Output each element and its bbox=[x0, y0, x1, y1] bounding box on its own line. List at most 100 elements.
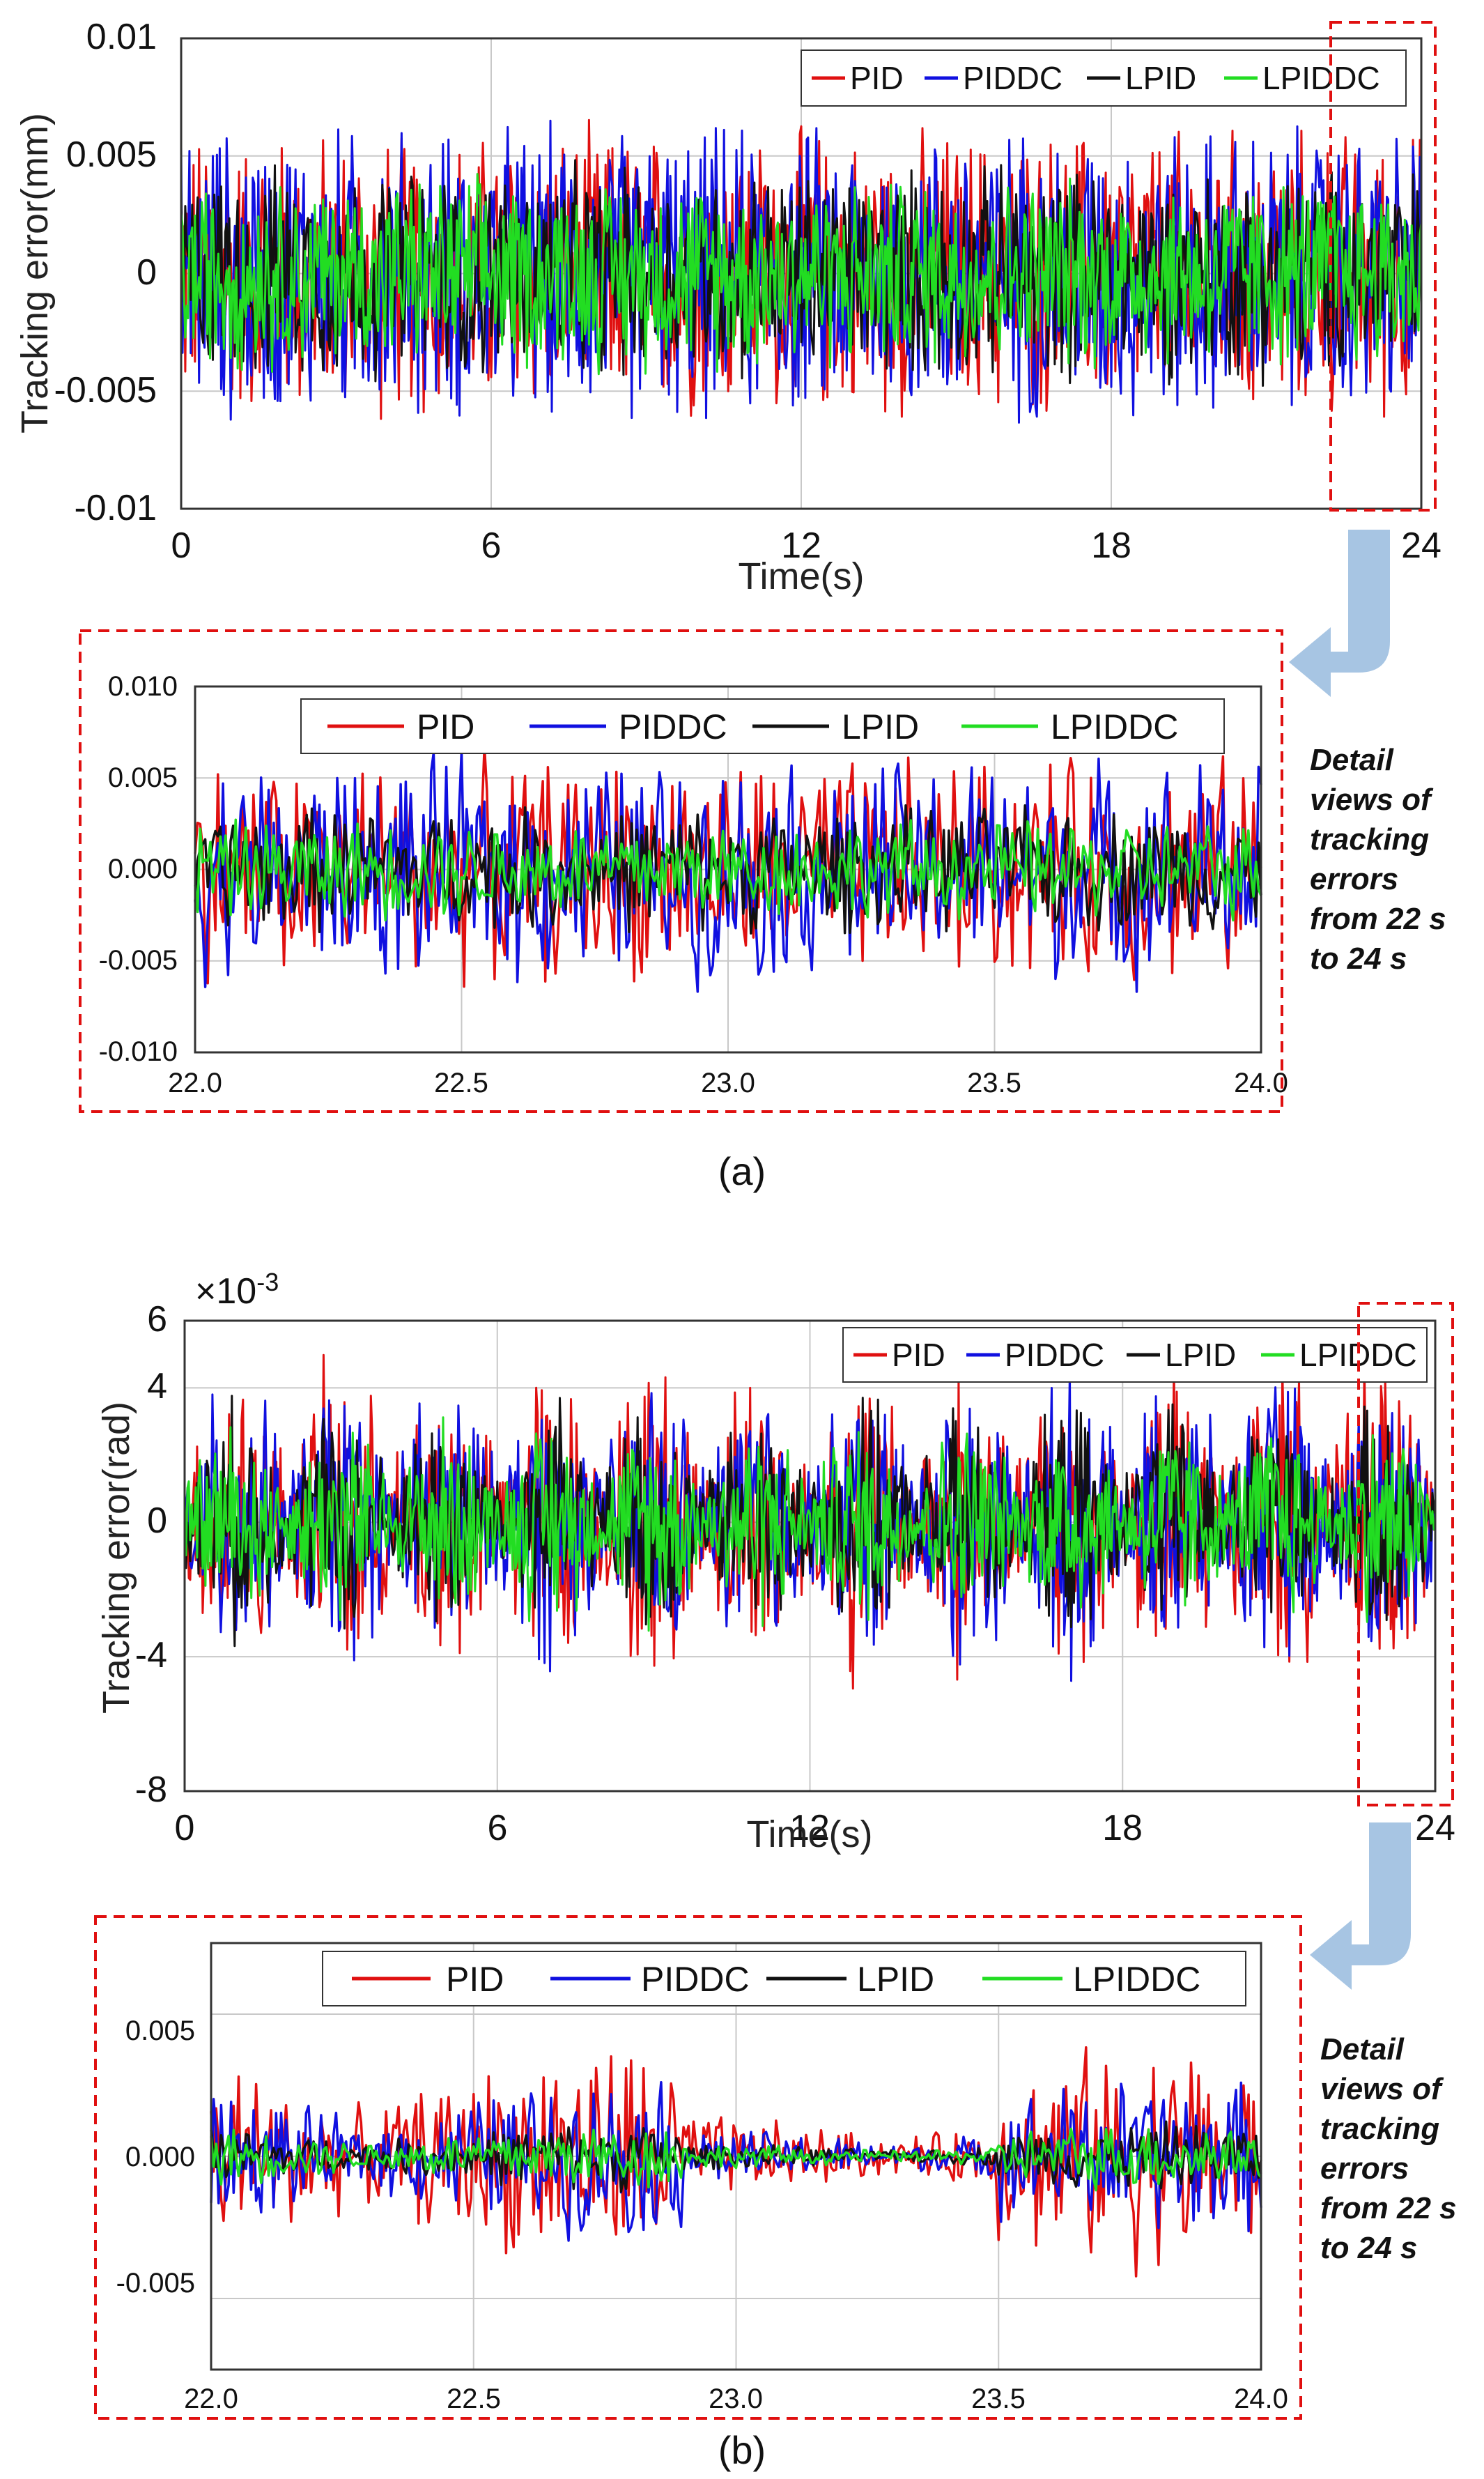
legend-label-lpiddc: LPIDDC bbox=[1262, 60, 1380, 96]
y-tick: 0.010 bbox=[108, 671, 178, 702]
legend-label-lpiddc: LPIDDC bbox=[1051, 707, 1178, 746]
x-tick: 12 bbox=[781, 525, 821, 566]
legend-label-piddc: PIDDC bbox=[1005, 1337, 1104, 1373]
x-tick: 24 bbox=[1401, 525, 1442, 566]
detail-box bbox=[79, 629, 1283, 1113]
y-tick: 0.000 bbox=[108, 854, 178, 884]
x-tick: 6 bbox=[488, 1808, 508, 1848]
y-tick: -0.005 bbox=[99, 945, 178, 976]
note-line: tracking bbox=[1310, 822, 1429, 857]
y-tick: -0.01 bbox=[74, 488, 157, 528]
x-tick: 23.5 bbox=[971, 2384, 1026, 2414]
y-axis-label: Tracking error(rad) bbox=[95, 1402, 137, 1714]
legend-label-pid: PID bbox=[892, 1337, 945, 1373]
zoom-arrow bbox=[1289, 530, 1390, 697]
panel-a-main: 0.01 0.005 0 -0.005 -0.01 0 6 12 18 24 T… bbox=[14, 17, 1442, 597]
y-tick: 0 bbox=[147, 1501, 167, 1541]
legend-label-lpiddc: LPIDDC bbox=[1073, 1960, 1200, 1999]
note-line: Detail bbox=[1310, 743, 1394, 777]
series-lpiddc bbox=[183, 1416, 1437, 1632]
series-group bbox=[183, 1353, 1437, 1690]
plot-frame bbox=[180, 37, 1423, 510]
legend-label-pid: PID bbox=[446, 1960, 504, 1999]
y-tick: -0.010 bbox=[99, 1036, 178, 1067]
legend-label-pid: PID bbox=[417, 707, 474, 746]
series-group bbox=[180, 118, 1423, 424]
y-tick: 6 bbox=[147, 1299, 167, 1340]
panel-b-detail: 0.005 0.000 -0.005 22.0 22.5 23.0 23.5 2… bbox=[116, 1942, 1288, 2414]
y-tick: 0.005 bbox=[125, 2016, 195, 2046]
x-tick: 23.0 bbox=[709, 2384, 763, 2414]
detail-note: Detail views of tracking errors from 22 … bbox=[1310, 743, 1446, 976]
x-tick: 12 bbox=[789, 1808, 830, 1848]
note-line: to 24 s bbox=[1310, 942, 1407, 976]
x-tick: 6 bbox=[481, 525, 502, 566]
x-tick: 24 bbox=[1415, 1808, 1455, 1848]
panel-a-detail: 0.010 0.005 0.000 -0.005 -0.010 22.0 22.… bbox=[99, 671, 1288, 1098]
x-tick: 22.5 bbox=[447, 2384, 501, 2414]
note-line: views of bbox=[1310, 783, 1434, 817]
legend-label-lpid: LPID bbox=[1165, 1337, 1236, 1373]
x-tick: 22.5 bbox=[434, 1068, 488, 1098]
series-lpid bbox=[180, 159, 1423, 387]
x-axis-label: Time(s) bbox=[747, 1813, 873, 1855]
x-tick: 24.0 bbox=[1234, 1068, 1288, 1098]
x-tick: 23.0 bbox=[701, 1068, 755, 1098]
legend: PID PIDDC LPID LPIDDC bbox=[842, 1327, 1428, 1383]
caption-b: (b) bbox=[718, 2428, 766, 2472]
plot-frame bbox=[183, 1319, 1437, 1793]
y-tick: 0 bbox=[137, 252, 157, 293]
y-tick: 0.01 bbox=[86, 17, 157, 57]
x-tick: 18 bbox=[1091, 525, 1131, 566]
x-tick: 24.0 bbox=[1234, 2384, 1288, 2414]
y-tick: 4 bbox=[147, 1366, 167, 1406]
detail-note: Detail views of tracking errors from 22 … bbox=[1320, 2032, 1457, 2265]
panel-b-main: ×10-3 6 4 0 -4 -8 0 6 12 18 24 Time(s) T… bbox=[95, 1268, 1455, 1855]
note-line: errors bbox=[1310, 862, 1398, 896]
highlight-region bbox=[1357, 1302, 1454, 1806]
x-tick: 22.0 bbox=[184, 2384, 238, 2414]
legend-label-lpid: LPID bbox=[842, 707, 919, 746]
series-piddc bbox=[180, 119, 1423, 424]
note-line: from 22 s bbox=[1310, 902, 1446, 936]
series-lpid bbox=[183, 1395, 1437, 1648]
y-tick: -4 bbox=[135, 1635, 167, 1675]
legend: PID PIDDC LPID LPIDDC bbox=[300, 698, 1225, 754]
zoom-arrow bbox=[1310, 1822, 1411, 1990]
caption-a: (a) bbox=[718, 1149, 766, 1193]
y-tick: 0.000 bbox=[125, 2142, 195, 2172]
x-tick: 0 bbox=[171, 525, 192, 566]
legend-label-piddc: PIDDC bbox=[619, 707, 727, 746]
legend-label-piddc: PIDDC bbox=[963, 60, 1062, 96]
series-group bbox=[210, 2046, 1262, 2278]
y-tick: -0.005 bbox=[54, 370, 157, 410]
note-line: errors bbox=[1320, 2151, 1409, 2186]
series-group bbox=[194, 745, 1262, 993]
series-lpiddc bbox=[194, 818, 1262, 922]
x-tick: 18 bbox=[1102, 1808, 1143, 1848]
plot-frame bbox=[210, 1942, 1262, 2371]
legend-label-lpid: LPID bbox=[1125, 60, 1196, 96]
note-line: from 22 s bbox=[1320, 2191, 1457, 2225]
series-pid bbox=[210, 2046, 1262, 2278]
highlight-region bbox=[1329, 21, 1437, 512]
note-line: tracking bbox=[1320, 2112, 1439, 2146]
series-lpiddc bbox=[210, 2127, 1262, 2192]
x-tick: 23.5 bbox=[967, 1068, 1021, 1098]
plot-frame bbox=[194, 685, 1262, 1054]
legend: PID PIDDC LPID LPIDDC bbox=[801, 49, 1407, 107]
note-line: to 24 s bbox=[1320, 2231, 1417, 2265]
x-tick: 0 bbox=[175, 1808, 195, 1848]
y-axis-label: Tracking error(mm) bbox=[14, 113, 56, 433]
x-tick: 22.0 bbox=[168, 1068, 222, 1098]
legend: PID PIDDC LPID LPIDDC bbox=[322, 1951, 1246, 2006]
y-tick: 0.005 bbox=[66, 135, 157, 175]
legend-label-piddc: PIDDC bbox=[641, 1960, 750, 1999]
y-tick: -8 bbox=[135, 1770, 167, 1810]
legend-label-lpid: LPID bbox=[857, 1960, 934, 1999]
y-tick: 0.005 bbox=[108, 762, 178, 793]
note-line: views of bbox=[1320, 2072, 1444, 2106]
note-line: Detail bbox=[1320, 2032, 1405, 2066]
legend-label-pid: PID bbox=[850, 60, 904, 96]
